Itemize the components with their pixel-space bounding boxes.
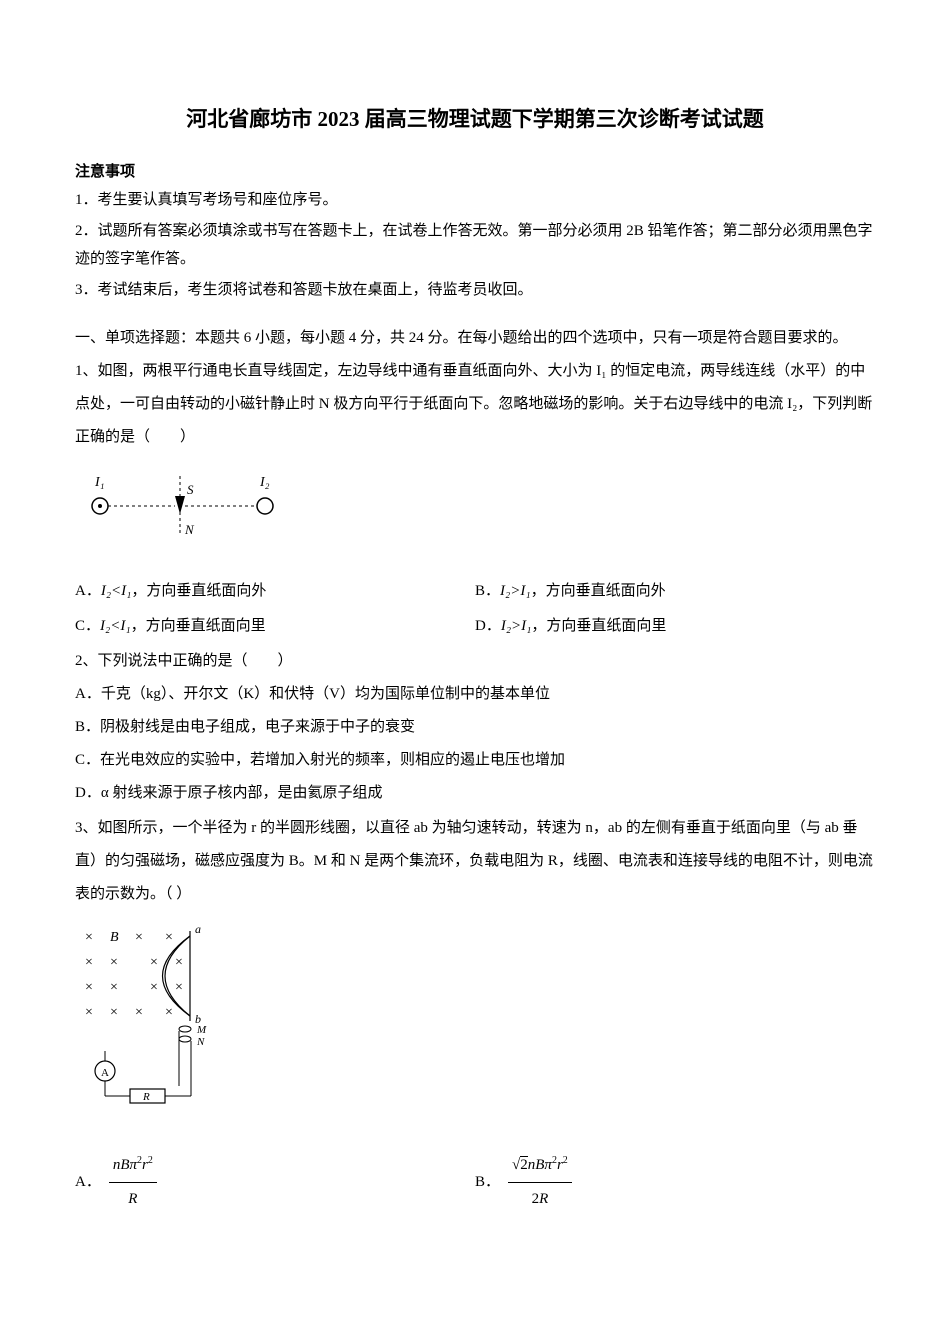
q3-formulaA-den: R xyxy=(109,1183,157,1216)
x-mark: × xyxy=(110,955,118,970)
notice-item-1: 1．考生要认真填写考场号和座位序号。 xyxy=(75,186,875,215)
q1-optB-label: B． xyxy=(475,583,500,599)
q1-optA: A．I₂<I₁，方向垂直纸面向外 xyxy=(75,575,475,608)
q3-text: 3、如图所示，一个半径为 r 的半圆形线圈，以直径 ab 为轴匀速转动，转速为 … xyxy=(75,812,875,911)
x-mark: × xyxy=(165,930,173,945)
q1-options-row1: A．I₂<I₁，方向垂直纸面向外 B．I₂>I₁，方向垂直纸面向外 xyxy=(75,575,875,608)
q1-label-S: S xyxy=(187,482,194,497)
q1-label-N: N xyxy=(184,522,195,537)
q3-formulaA: nBπ2r2 R xyxy=(109,1149,157,1216)
q1-optB: B．I₂>I₁，方向垂直纸面向外 xyxy=(475,575,875,608)
notice-item-3: 3．考试结束后，考生须将试卷和答题卡放在桌面上，待监考员收回。 xyxy=(75,276,875,305)
q2-optC: C．在光电效应的实验中，若增加入射光的频率，则相应的遏止电压也增加 xyxy=(75,744,875,777)
q3-formulaB-den: 2R xyxy=(508,1183,572,1216)
semicircle-left xyxy=(163,936,191,1016)
q1-label-I1: I₁ xyxy=(94,475,105,490)
x-mark: × xyxy=(135,1005,143,1020)
x-mark: × xyxy=(85,930,93,945)
section1-intro: 一、单项选择题：本题共 6 小题，每小题 4 分，共 24 分。在每小题给出的四… xyxy=(75,324,875,353)
q3-options-row: A． nBπ2r2 R B． √2nBπ2r2 2R xyxy=(75,1149,875,1216)
q3-label-a: a xyxy=(195,922,201,936)
q2-text: 2、下列说法中正确的是（ ） xyxy=(75,645,875,678)
x-mark: × xyxy=(175,955,183,970)
q1-optC: C．I₂<I₁，方向垂直纸面向里 xyxy=(75,610,475,643)
q3-formulaB: √2nBπ2r2 2R xyxy=(508,1149,572,1216)
question-2: 2、下列说法中正确的是（ ） A．千克（kg）、开尔文（K）和伏特（V）均为国际… xyxy=(75,645,875,810)
q2-optA: A．千克（kg）、开尔文（K）和伏特（V）均为国际单位制中的基本单位 xyxy=(75,678,875,711)
semicircle-coil xyxy=(165,936,190,1016)
x-mark: × xyxy=(85,980,93,995)
q1-optA-label: A． xyxy=(75,583,101,599)
q1-optA-text: ，方向垂直纸面向外 xyxy=(131,583,266,599)
x-mark: × xyxy=(110,980,118,995)
notice-item-2: 2．试题所有答案必须填涂或书写在答题卡上，在试卷上作答无效。第一部分必须用 2B… xyxy=(75,217,875,274)
q3-label-N: N xyxy=(196,1036,205,1048)
q3-figure: × B × × × × × × × × × × × × × × a b M N xyxy=(75,921,225,1111)
q1-optA-rel: I₂<I₁ xyxy=(101,583,132,599)
q3-label-R: R xyxy=(142,1091,150,1103)
q3-optA-label: A． xyxy=(75,1166,101,1199)
x-mark: × xyxy=(135,930,143,945)
x-mark: × xyxy=(85,955,93,970)
q1-optD-text: ，方向垂直纸面向里 xyxy=(531,618,666,634)
x-mark: × xyxy=(175,980,183,995)
q3-label-A: A xyxy=(101,1067,109,1079)
x-mark: × xyxy=(110,1005,118,1020)
exam-title: 河北省廊坊市 2023 届高三物理试题下学期第三次诊断考试试题 xyxy=(75,100,875,140)
q1-label-I2: I₂ xyxy=(259,475,270,490)
x-mark: × xyxy=(85,1005,93,1020)
q1-optC-label: C． xyxy=(75,618,100,634)
notice-header: 注意事项 xyxy=(75,158,875,187)
q3-label-B: B xyxy=(110,930,119,945)
q1-text: 1、如图，两根平行通电长直导线固定，左边导线中通有垂直纸面向外、大小为 I₁ 的… xyxy=(75,355,875,454)
x-mark: × xyxy=(150,980,158,995)
q1-optC-rel: I₂<I₁ xyxy=(100,618,131,634)
q1-figure: I₁ S N I₂ xyxy=(75,466,295,546)
q1-options-row2: C．I₂<I₁，方向垂直纸面向里 D．I₂>I₁，方向垂直纸面向里 xyxy=(75,610,875,643)
q1-optB-rel: I₂>I₁ xyxy=(500,583,531,599)
slip-ring-N xyxy=(179,1036,191,1042)
q3-optB-label: B． xyxy=(475,1166,500,1199)
x-mark: × xyxy=(150,955,158,970)
q1-optD-rel: I₂>I₁ xyxy=(501,618,532,634)
q3-label-M: M xyxy=(196,1024,207,1036)
question-1: 1、如图，两根平行通电长直导线固定，左边导线中通有垂直纸面向外、大小为 I₁ 的… xyxy=(75,355,875,643)
x-mark: × xyxy=(165,1005,173,1020)
compass-needle xyxy=(175,496,185,514)
q1-optB-text: ，方向垂直纸面向外 xyxy=(531,583,666,599)
slip-ring-M xyxy=(179,1026,191,1032)
question-3: 3、如图所示，一个半径为 r 的半圆形线圈，以直径 ab 为轴匀速转动，转速为 … xyxy=(75,812,875,1216)
q2-optB: B．阴极射线是由电子组成，电子来源于中子的衰变 xyxy=(75,711,875,744)
q1-optD: D．I₂>I₁，方向垂直纸面向里 xyxy=(475,610,875,643)
q2-optD: D．α 射线来源于原子核内部，是由氦原子组成 xyxy=(75,777,875,810)
q1-optD-label: D． xyxy=(475,618,501,634)
q1-optC-text: ，方向垂直纸面向里 xyxy=(131,618,266,634)
